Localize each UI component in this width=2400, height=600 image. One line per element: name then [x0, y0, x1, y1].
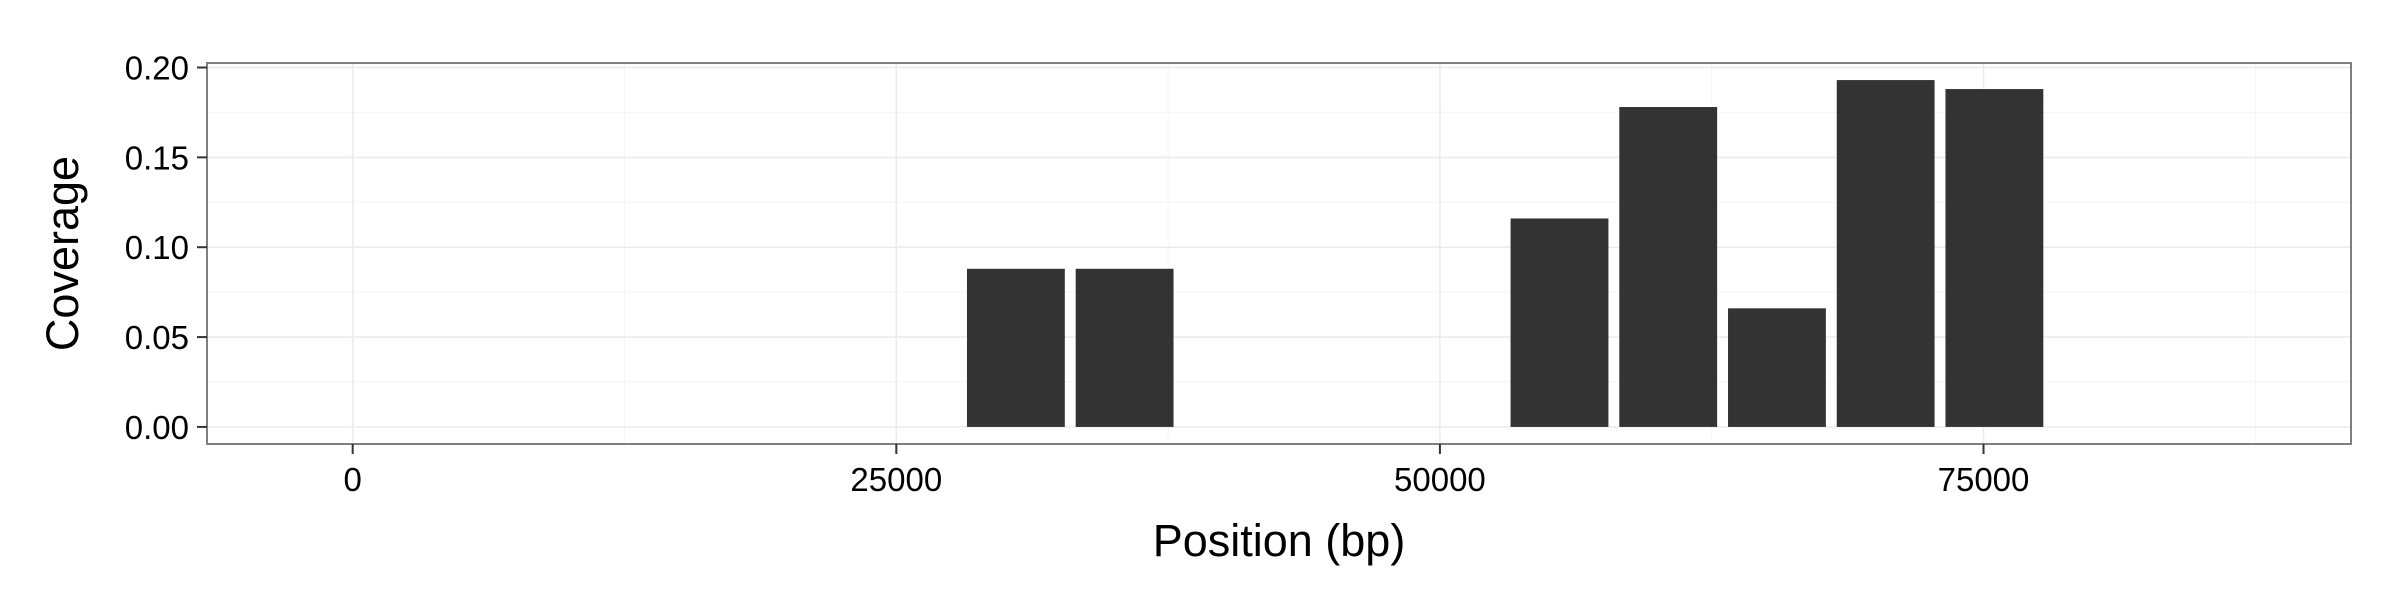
x-tick-label: 50000 [1394, 461, 1486, 498]
x-axis-title: Position (bp) [1153, 515, 1406, 566]
major-gridlines [207, 63, 2351, 444]
y-tick-label: 0.20 [125, 49, 189, 86]
x-tick-label: 0 [344, 461, 362, 498]
x-tick-label: 75000 [1938, 461, 2030, 498]
panel-border [206, 62, 2352, 445]
bar [1510, 218, 1609, 427]
bar [1728, 308, 1826, 427]
bar [966, 268, 1065, 427]
bar [1619, 107, 1718, 427]
x-axis-ticks: 0 25000 50000 75000 [344, 444, 2030, 498]
y-tick-label: 0.05 [125, 319, 189, 356]
bar [1945, 89, 2044, 427]
bar [1075, 268, 1174, 427]
y-axis-ticks: 0.00 0.05 0.10 0.15 0.20 [125, 49, 207, 446]
y-tick-label: 0.00 [125, 409, 189, 446]
y-tick-label: 0.15 [125, 139, 189, 176]
y-axis-title: Coverage [37, 156, 88, 351]
y-tick-label: 0.10 [125, 229, 189, 266]
bars [966, 80, 2044, 427]
x-tick-label: 25000 [850, 461, 942, 498]
bar [1836, 80, 1935, 427]
